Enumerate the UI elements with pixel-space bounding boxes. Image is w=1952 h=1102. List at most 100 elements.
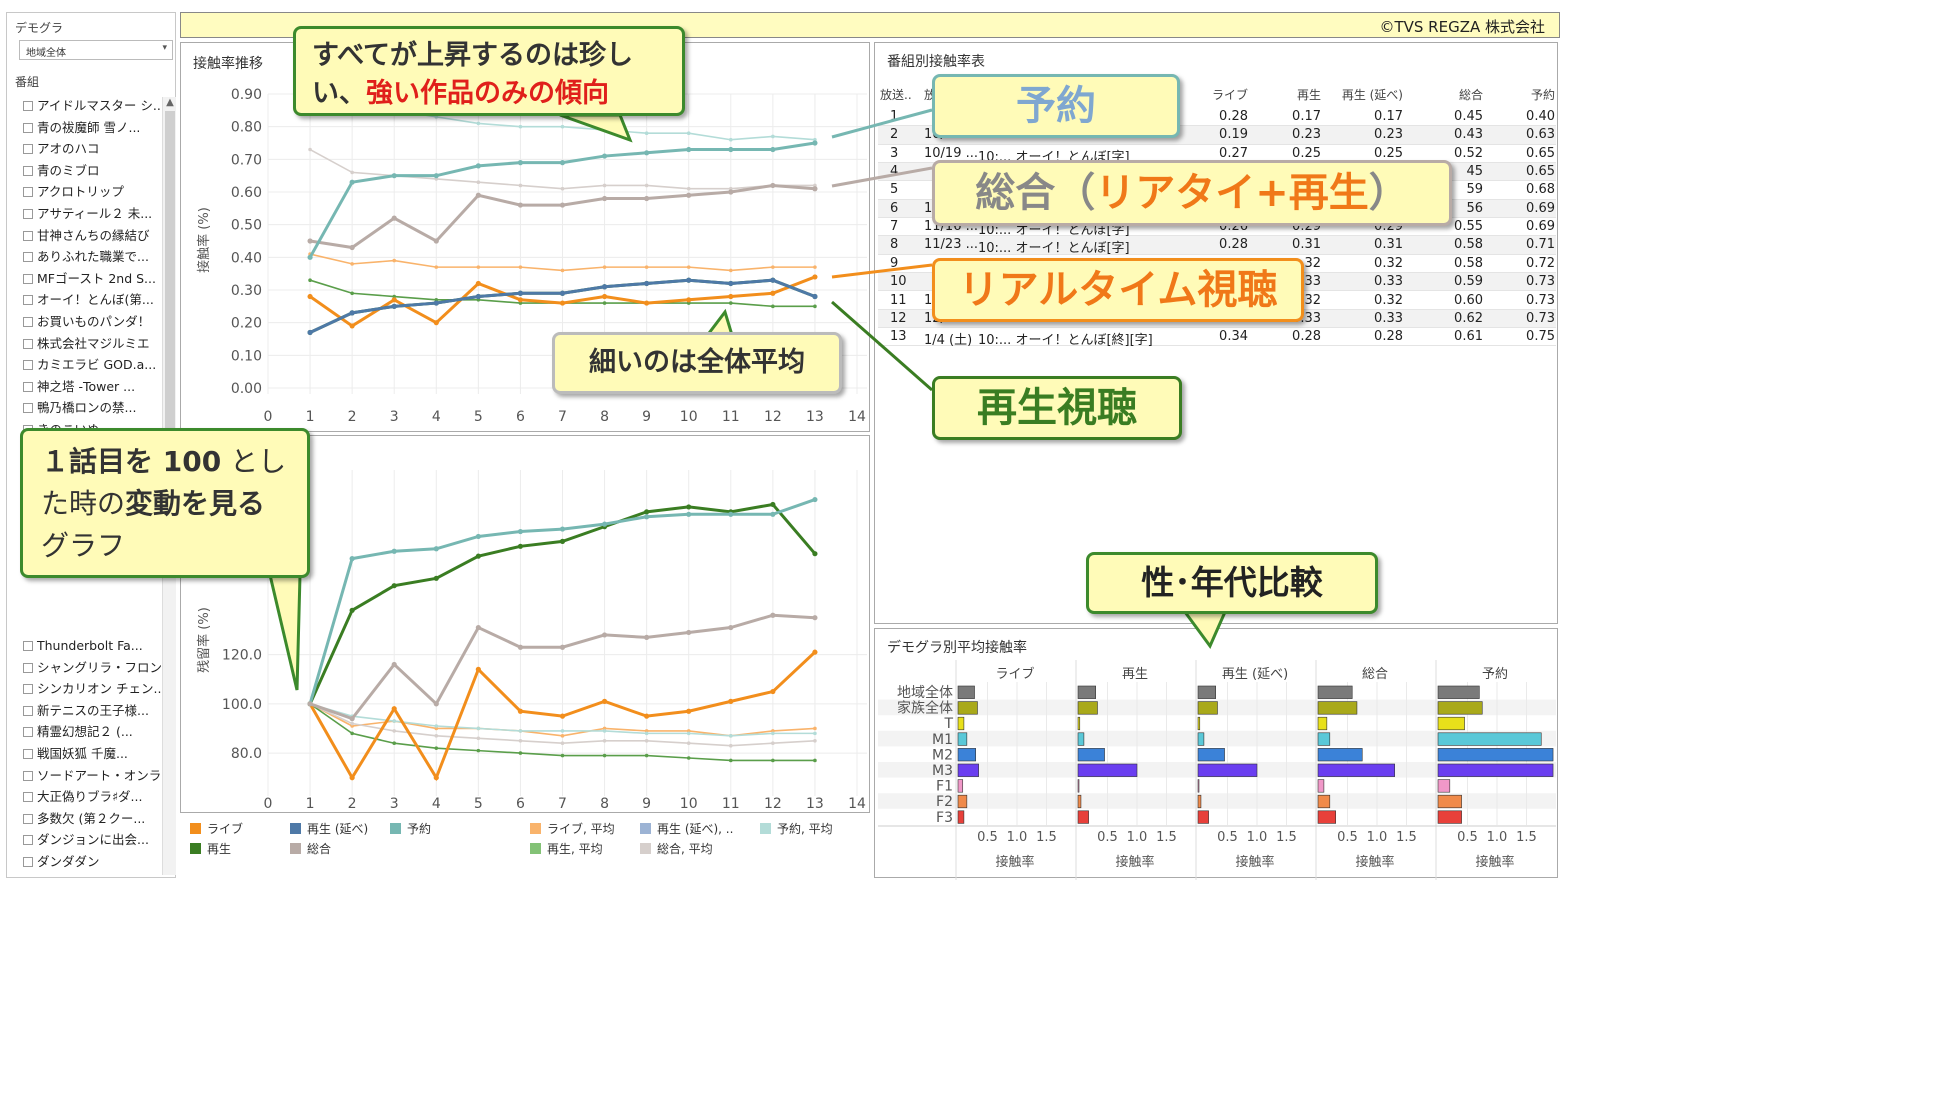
program-checkbox[interactable] <box>23 381 33 392</box>
legend-item[interactable]: 予約 <box>390 820 431 837</box>
program-item[interactable]: 青のミブロ <box>23 162 162 179</box>
cell-value: 0.23 <box>1374 127 1403 143</box>
cell-value: 0.33 <box>1374 274 1403 290</box>
program-checkbox[interactable] <box>23 317 33 327</box>
program-checkbox[interactable] <box>23 705 33 716</box>
program-item[interactable]: ダンジョンに出会... <box>23 831 162 848</box>
callout-ep1-3: グラフ <box>41 529 126 562</box>
demographics-select[interactable]: 地域全体 ▾ <box>19 40 173 60</box>
program-checkbox[interactable] <box>23 727 33 738</box>
data-point <box>391 548 397 554</box>
program-checkbox[interactable] <box>23 165 33 176</box>
legend-item[interactable]: 総合 <box>290 840 331 857</box>
legend-item[interactable]: ライブ <box>190 820 243 837</box>
legend-item[interactable]: ライブ, 平均 <box>530 820 615 837</box>
program-item[interactable]: ソードアート・オンラ... <box>23 767 162 784</box>
program-checkbox[interactable] <box>23 835 33 846</box>
data-point <box>559 160 566 166</box>
program-item[interactable]: MFゴースト 2nd S... <box>23 270 162 287</box>
program-item[interactable]: 多数欠 (第２クー... <box>23 810 162 827</box>
program-item[interactable]: 神之塔 -Tower ... <box>23 378 162 395</box>
program-item[interactable]: 戦国妖狐 千魔... <box>23 745 162 762</box>
y-tick-label: 0.60 <box>231 185 262 201</box>
cell-value: 0.28 <box>1374 329 1403 345</box>
program-checkbox[interactable] <box>23 770 33 781</box>
program-item[interactable]: お買いものパンダ！ <box>23 313 162 330</box>
table-header-cell[interactable]: 放送.. <box>880 88 912 102</box>
data-point <box>307 293 313 300</box>
program-item[interactable]: Thunderbolt Fa... <box>23 637 162 654</box>
program-item[interactable]: シャングリラ・フロン... <box>23 659 162 676</box>
data-point <box>771 741 775 746</box>
program-checkbox[interactable] <box>23 252 33 263</box>
program-checkbox[interactable] <box>23 662 33 673</box>
cell-program: 10:... オーイ！とんぼ[字] <box>978 223 1130 239</box>
program-checkbox[interactable] <box>23 749 33 759</box>
program-item[interactable]: チ。―地球の運動... <box>23 875 162 877</box>
program-item[interactable]: 青の祓魔師 雪ノ... <box>23 119 162 136</box>
legend-item[interactable]: 再生, 平均 <box>530 840 603 857</box>
program-item[interactable]: アオのハコ <box>23 140 162 157</box>
program-checkbox[interactable] <box>23 403 33 414</box>
legend-item[interactable]: 再生 (延べ), .. <box>640 820 733 837</box>
table-header-cell[interactable]: 総合 <box>1458 88 1483 102</box>
data-point <box>434 746 439 750</box>
table-header-cell[interactable]: ライブ <box>1211 88 1248 102</box>
program-checkbox[interactable] <box>23 230 33 241</box>
program-item[interactable]: ダンダダン <box>23 853 162 870</box>
scroll-thumb[interactable] <box>165 111 175 471</box>
program-item[interactable]: ありふれた職業で... <box>23 248 162 265</box>
program-item[interactable]: 新テニスの王子様... <box>23 702 162 719</box>
program-checkbox[interactable] <box>23 641 33 651</box>
legend-swatch <box>760 823 771 834</box>
data-point <box>813 758 817 763</box>
program-checkbox[interactable] <box>23 122 33 133</box>
program-checkbox[interactable] <box>23 144 33 155</box>
data-point <box>728 624 734 631</box>
program-item[interactable]: 大正偽りブラ♯ダ... <box>23 788 162 805</box>
program-checkbox[interactable] <box>23 295 33 306</box>
program-checkbox[interactable] <box>23 101 33 111</box>
table-row[interactable]: 8 11/23 ... 10:... オーイ！とんぼ[字] 0.28 0.31 0.31 0… <box>878 236 1556 256</box>
legend-item[interactable]: 再生 <box>190 840 231 857</box>
program-checkbox[interactable] <box>23 338 33 349</box>
data-point <box>602 738 607 743</box>
table-row[interactable]: 13 1/4 (土) 10:... オーイ！とんぼ[終][字] 0.34 0.28 0.2… <box>878 328 1556 348</box>
program-checkbox[interactable] <box>23 209 33 219</box>
data-point <box>476 736 481 741</box>
legend-item[interactable]: 再生 (延べ) <box>290 820 368 837</box>
x-tick-label: 7 <box>558 796 567 812</box>
program-checkbox[interactable] <box>23 187 33 198</box>
table-header-cell[interactable]: 予約 <box>1530 88 1555 102</box>
program-checkbox[interactable] <box>23 273 33 284</box>
program-item[interactable]: カミエラビ GOD.a... <box>23 356 162 373</box>
x-tick-label: 13 <box>806 796 824 812</box>
x-tick-label: 4 <box>432 796 441 812</box>
program-item[interactable]: 精霊幻想記２ (... <box>23 723 162 740</box>
program-item[interactable]: シンカリオン チェン... <box>23 680 162 697</box>
x-tick-label: 0 <box>264 796 273 812</box>
program-item[interactable]: 鴨乃橋ロンの禁... <box>23 399 162 416</box>
program-checkbox[interactable] <box>23 857 33 867</box>
legend-item[interactable]: 総合, 平均 <box>640 840 713 857</box>
program-item[interactable]: アサティール２ 未... <box>23 205 162 222</box>
program-item[interactable]: アイドルマスター シ... <box>23 97 162 114</box>
table-header-cell[interactable]: 再生 (延べ) <box>1341 88 1403 102</box>
program-item[interactable]: 株式会社マジルミエ <box>23 335 162 352</box>
program-label: お買いものパンダ！ <box>37 314 151 329</box>
program-checkbox[interactable] <box>23 792 33 803</box>
program-checkbox[interactable] <box>23 360 33 371</box>
program-checkbox[interactable] <box>23 684 33 695</box>
data-point <box>434 726 439 731</box>
y-tick-label: 0.80 <box>231 120 262 136</box>
program-checkbox[interactable] <box>23 813 33 824</box>
table-header-cell[interactable]: 再生 <box>1296 88 1321 102</box>
program-item[interactable]: アクロトリップ <box>23 183 162 200</box>
x-tick-label: 9 <box>642 796 651 812</box>
data-point <box>433 173 439 179</box>
scroll-up-icon[interactable]: ▲ <box>166 97 174 108</box>
legend-item[interactable]: 予約, 平均 <box>760 820 833 837</box>
program-item[interactable]: 甘神さんちの縁結び <box>23 227 162 244</box>
cell-value: 0.68 <box>1526 182 1555 198</box>
program-item[interactable]: オーイ！とんぼ(第... <box>23 291 162 308</box>
